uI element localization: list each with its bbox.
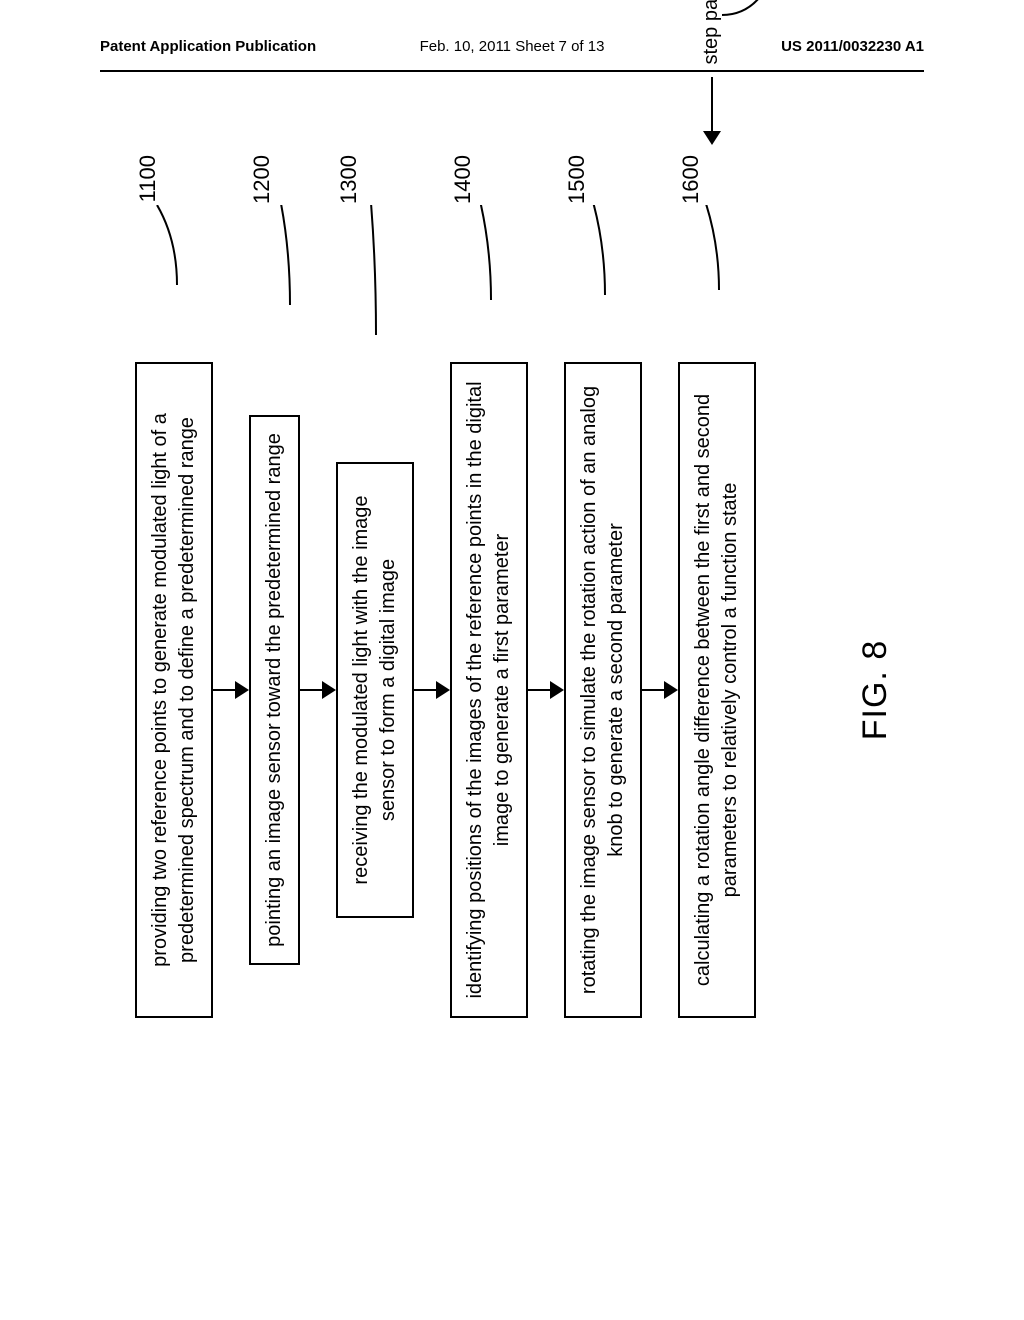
step-box: pointing an image sensor toward the pred… bbox=[249, 415, 300, 965]
step-ref: 1100 bbox=[135, 155, 161, 202]
flow-step: 1500 rotating the image sensor to simula… bbox=[564, 145, 642, 1235]
step-ref: 1500 bbox=[564, 155, 590, 204]
flow-step: 1100 providing two reference points to g… bbox=[135, 145, 213, 1235]
step-ref: 1600 bbox=[678, 155, 704, 204]
step-ref: 1200 bbox=[249, 155, 275, 204]
header-center: Feb. 10, 2011 Sheet 7 of 13 bbox=[420, 38, 605, 55]
page: Patent Application Publication Feb. 10, … bbox=[0, 0, 1024, 1320]
header-right: US 2011/0032230 A1 bbox=[781, 38, 924, 55]
step-box: rotating the image sensor to simulate th… bbox=[564, 362, 642, 1018]
figure-rotated-container: 1100 providing two reference points to g… bbox=[135, 145, 885, 1235]
leader-line bbox=[269, 205, 293, 305]
leader-line bbox=[698, 205, 722, 290]
flow-step: 1400 identifying positions of the images… bbox=[450, 145, 528, 1235]
leader-line bbox=[155, 205, 179, 285]
leader-line bbox=[470, 205, 494, 300]
step-box: receiving the modulated light with the i… bbox=[336, 462, 414, 918]
side-arrow-icon bbox=[711, 77, 713, 131]
step-ref: 1400 bbox=[450, 155, 476, 204]
flow-step: 1300 receiving the modulated light with … bbox=[336, 145, 414, 1235]
flow-step: 1600 calculating a rotation angle differ… bbox=[678, 145, 756, 1235]
figure-caption: FIG. 8 bbox=[856, 640, 895, 740]
leader-line bbox=[356, 205, 380, 335]
side-branch: step parameter bbox=[700, 0, 723, 141]
flowchart: 1100 providing two reference points to g… bbox=[135, 145, 756, 1235]
step-box: providing two reference points to genera… bbox=[135, 362, 213, 1018]
step-box: calculating a rotation angle difference … bbox=[678, 362, 756, 1018]
side-branch-label: step parameter bbox=[700, 0, 723, 65]
leader-line bbox=[584, 205, 608, 295]
page-header: Patent Application Publication Feb. 10, … bbox=[100, 30, 924, 72]
step-ref: 1300 bbox=[336, 155, 362, 204]
step-box: identifying positions of the images of t… bbox=[450, 362, 528, 1018]
flow-step: 1200 pointing an image sensor toward the… bbox=[249, 145, 300, 1235]
header-left: Patent Application Publication bbox=[100, 38, 316, 55]
